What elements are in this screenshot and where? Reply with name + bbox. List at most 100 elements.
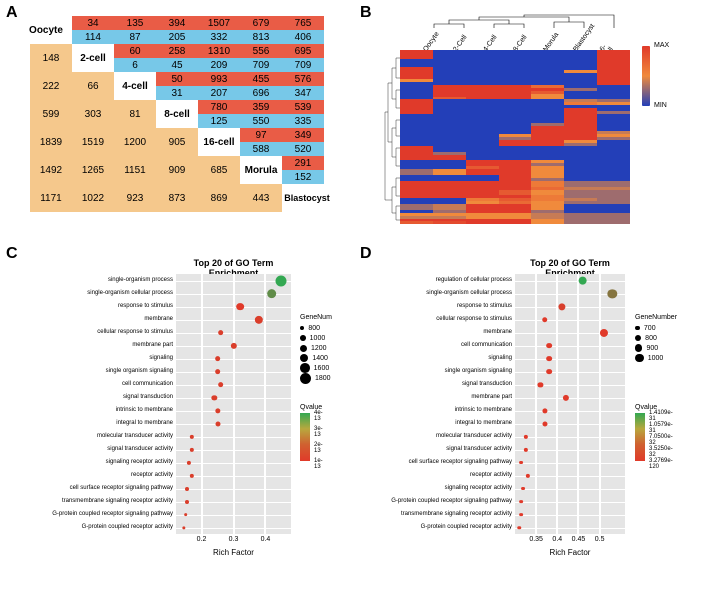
matrix-cell: Oocyte — [20, 16, 72, 44]
dot-y-label: integral to membrane — [375, 420, 512, 426]
matrix-cell: 209 — [198, 58, 240, 72]
matrix-cell: 813 — [240, 30, 282, 44]
matrix-cell: 45 — [156, 58, 198, 72]
dot-point — [519, 500, 523, 504]
matrix-cell: 303 — [72, 100, 114, 128]
dot-y-label: single organism signaling — [28, 368, 173, 374]
x-axis-title: Rich Factor — [213, 548, 254, 557]
dot-y-label: single-organism cellular process — [28, 290, 173, 296]
dot-point — [190, 473, 194, 477]
matrix-cell: 50 — [156, 72, 198, 86]
dot-y-label: cell surface receptor signaling pathway — [375, 459, 512, 465]
dot-point — [600, 328, 608, 336]
dotplot-c: Top 20 of GO Term Enrichment0.20.30.4sin… — [28, 258, 358, 603]
dot-point — [215, 356, 221, 362]
dot-y-label: single-organism process — [28, 277, 173, 283]
panel-label-d: D — [360, 245, 372, 263]
dot-point — [190, 447, 194, 451]
dot-y-label: signal transducer activity — [28, 446, 173, 452]
matrix-cell: 291 — [282, 156, 324, 170]
matrix-cell: 66 — [72, 72, 114, 100]
dendrogram-left — [382, 50, 400, 224]
color-legend: Qvalue4e-133e-132e-131e-13 — [300, 404, 322, 461]
x-tick: 0.45 — [572, 536, 586, 543]
heatmap-colorbar: MAX MIN — [642, 46, 704, 116]
colorbar-min: MIN — [654, 102, 667, 109]
dot-y-label: response to stimulus — [28, 303, 173, 309]
matrix-cell: 406 — [282, 30, 324, 44]
dot-y-label: transmembrane signaling receptor activit… — [375, 511, 512, 517]
matrix-cell: 16-cell — [198, 128, 240, 156]
dot-y-label: receptor activity — [375, 472, 512, 478]
matrix-cell: 685 — [198, 156, 240, 184]
dot-y-label: cellular response to stimulus — [375, 316, 512, 322]
matrix-cell: 87 — [114, 30, 156, 44]
dot-point — [190, 434, 194, 438]
dot-point — [218, 330, 224, 336]
dot-point — [184, 513, 188, 517]
dot-y-label: cellular response to stimulus — [28, 329, 173, 335]
dot-point — [230, 342, 236, 348]
heatmap-cells — [400, 50, 630, 224]
dot-point — [608, 289, 617, 298]
matrix-cell: 4-cell — [114, 72, 156, 100]
dot-point — [558, 303, 565, 310]
dot-point — [542, 421, 547, 426]
dot-y-label: cell communication — [375, 342, 512, 348]
dot-y-label: G-protein coupled receptor activity — [375, 524, 512, 530]
matrix-cell: 332 — [198, 30, 240, 44]
dot-point — [187, 460, 191, 464]
matrix-cell: 539 — [282, 100, 324, 114]
matrix-cell: 1310 — [198, 44, 240, 58]
dot-point — [517, 526, 521, 530]
matrix-cell: 1507 — [198, 16, 240, 30]
x-tick: 0.4 — [552, 536, 562, 543]
matrix-cell: 114 — [72, 30, 114, 44]
dot-point — [519, 461, 523, 465]
matrix-cell: 905 — [156, 128, 198, 156]
matrix-cell: 81 — [114, 100, 156, 128]
matrix-cell: 443 — [240, 184, 282, 212]
x-tick: 0.2 — [197, 536, 207, 543]
matrix-cell: 1265 — [72, 156, 114, 184]
dot-y-label: signaling receptor activity — [375, 485, 512, 491]
dot-point — [182, 526, 185, 529]
matrix-cell: 34 — [72, 16, 114, 30]
matrix-cell: 873 — [156, 184, 198, 212]
x-tick: 0.3 — [229, 536, 239, 543]
dot-y-label: G-protein coupled receptor activity — [28, 524, 173, 530]
dot-y-label: signaling receptor activity — [28, 459, 173, 465]
dot-point — [578, 276, 587, 285]
dot-point — [212, 395, 217, 400]
matrix-cell: 780 — [198, 100, 240, 114]
dot-y-label: cell surface receptor signaling pathway — [28, 485, 173, 491]
dot-point — [215, 421, 220, 426]
matrix-cell: 135 — [114, 16, 156, 30]
dot-y-label: single organism signaling — [375, 368, 512, 374]
dot-point — [215, 369, 221, 375]
dot-point — [522, 487, 526, 491]
x-tick: 0.35 — [529, 536, 543, 543]
matrix-cell: 695 — [282, 44, 324, 58]
matrix-cell: 207 — [198, 86, 240, 100]
matrix-cell: 709 — [282, 58, 324, 72]
dot-point — [523, 434, 527, 438]
size-legend: GeneNumber7008009001000 — [635, 314, 677, 363]
colorbar-max: MAX — [654, 42, 669, 49]
matrix-cell: 31 — [156, 86, 198, 100]
dot-y-label: intrinsic to membrane — [375, 407, 512, 413]
dotplot-d: Top 20 of GO Term Enrichment0.350.40.450… — [375, 258, 705, 603]
matrix-cell: 550 — [240, 114, 282, 128]
matrix-cell: 8-cell — [156, 100, 198, 128]
dot-point — [546, 369, 552, 375]
matrix-cell: 1839 — [30, 128, 72, 156]
matrix-cell: 1200 — [114, 128, 156, 156]
matrix-cell: 1151 — [114, 156, 156, 184]
dot-point — [563, 394, 569, 400]
dot-point — [236, 303, 244, 311]
dotplot-region — [176, 274, 291, 534]
dot-y-label: receptor activity — [28, 472, 173, 478]
dot-y-label: cell communication — [28, 381, 173, 387]
matrix-cell: Blastocyst — [282, 184, 332, 212]
matrix-cell: 576 — [282, 72, 324, 86]
